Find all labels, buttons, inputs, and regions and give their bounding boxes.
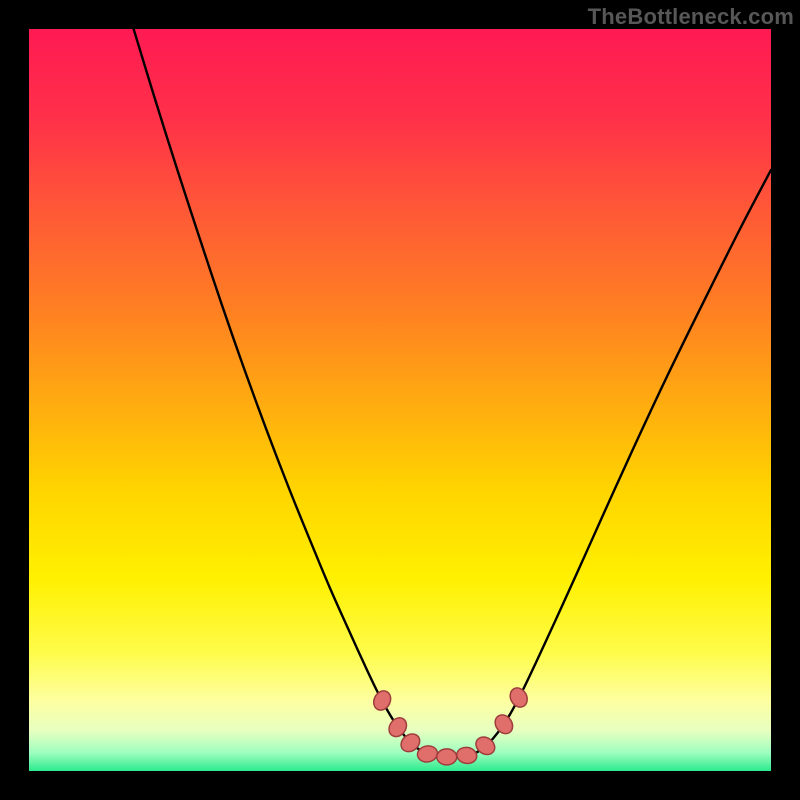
watermark-label: TheBottleneck.com	[588, 4, 794, 30]
gradient-background	[29, 29, 771, 771]
plot-area	[29, 29, 771, 771]
curve-marker	[437, 749, 457, 765]
plot-svg	[29, 29, 771, 771]
chart-frame: TheBottleneck.com	[0, 0, 800, 800]
